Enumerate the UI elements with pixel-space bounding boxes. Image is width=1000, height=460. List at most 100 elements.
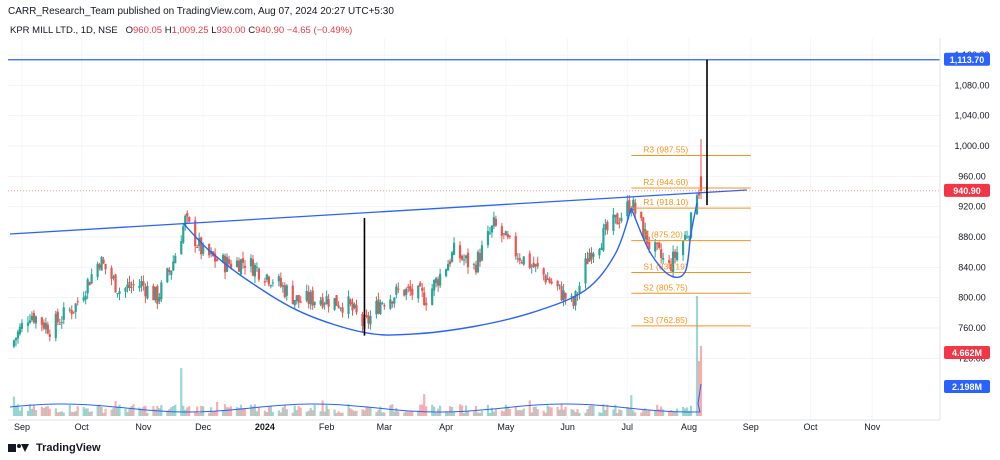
candle-body: [675, 252, 679, 261]
ohlc-change: −4.65 (−0.49%): [286, 25, 353, 36]
candle-body: [546, 278, 549, 280]
candle-body: [253, 264, 257, 277]
volume-bar: [558, 409, 561, 416]
volume-bar: [184, 409, 187, 416]
candle-body: [612, 214, 615, 231]
candle-body: [269, 285, 272, 287]
candle-body: [325, 296, 328, 304]
candle-body: [592, 253, 595, 257]
volume-bar: [58, 412, 61, 416]
volume-bar: [604, 410, 607, 416]
candle-body: [76, 301, 79, 303]
candle-body: [628, 200, 631, 214]
volume-bar: [182, 405, 185, 416]
candle-body: [450, 252, 454, 262]
candle-body: [458, 245, 462, 259]
candle-body: [267, 276, 270, 285]
candle-body: [658, 242, 661, 248]
candle-body: [689, 212, 693, 238]
volume-bar: [126, 412, 129, 416]
candle-body: [265, 274, 268, 280]
candle-body: [616, 213, 619, 225]
candle-body: [564, 293, 567, 299]
symbol-legend[interactable]: KPR MILL LTD., 1D, NSE O960.05 H1,009.25…: [10, 25, 352, 36]
candle-body: [70, 310, 73, 315]
volume-bar: [257, 407, 261, 416]
volume-bar: [297, 406, 300, 416]
volume-bar: [319, 411, 322, 416]
candlesticks: [12, 138, 703, 349]
time-tick-label: 2024: [255, 422, 275, 432]
candle-body: [516, 258, 519, 260]
volume-bar: [88, 411, 91, 416]
volume-bar: [18, 410, 22, 416]
price-tick-label: 1,000.00: [954, 141, 989, 151]
candle-body: [409, 286, 412, 292]
volume-bar: [128, 408, 131, 416]
time-tick-label: Oct: [75, 422, 90, 432]
volume-bar: [598, 412, 601, 416]
volume-bar: [299, 407, 302, 416]
candle-body: [699, 176, 703, 191]
candle-body: [425, 302, 428, 306]
candle-body: [500, 226, 503, 236]
volume-label-1: 4.662M: [952, 348, 982, 358]
volume-label-1-bg: [944, 346, 990, 359]
volume-bar: [534, 406, 537, 416]
candle-body: [534, 264, 537, 267]
volume-bar: [419, 404, 422, 416]
candle-body: [40, 317, 43, 325]
volume-bar: [544, 412, 547, 416]
candle-body: [542, 268, 545, 275]
candle-body: [572, 297, 575, 307]
candle-body: [562, 290, 565, 301]
tradingview-footer[interactable]: TradingView: [8, 442, 101, 454]
candle-body: [118, 291, 121, 294]
candle-body: [462, 259, 466, 261]
pivot-label: S2 (805.75): [643, 282, 688, 292]
volume-bar: [480, 410, 484, 416]
volume-bar: [648, 410, 651, 416]
candle-body: [574, 291, 577, 306]
candle-body: [674, 251, 677, 258]
volume-bar: [522, 408, 525, 416]
candle-body: [68, 309, 71, 311]
volume-bar: [243, 408, 247, 416]
candle-body: [307, 291, 310, 304]
time-tick-label: Jul: [622, 422, 634, 432]
volume-bar: [295, 410, 298, 416]
candle-body: [550, 281, 553, 284]
volume-bar: [271, 412, 274, 416]
volume-bar: [618, 409, 621, 416]
candle-body: [130, 286, 133, 288]
time-tick-label: Mar: [377, 422, 393, 432]
volume-bar: [267, 406, 270, 416]
handle-curve: [630, 202, 698, 279]
volume-bar: [307, 410, 310, 416]
volume-bar: [104, 408, 107, 416]
candle-body: [558, 284, 561, 286]
candle-body: [460, 255, 464, 260]
candle-body: [548, 278, 551, 283]
volume-bar: [96, 405, 99, 416]
candle-body: [614, 214, 617, 218]
candle-body: [466, 252, 470, 268]
volume-bar: [335, 412, 338, 416]
time-tick-label: Sep: [14, 422, 30, 432]
candle-body: [560, 286, 563, 301]
volume-bar: [82, 407, 85, 416]
target-price-badge: 1,113.70: [950, 55, 985, 65]
candle-body: [431, 288, 434, 305]
volume-bar: [138, 407, 141, 416]
candle-body: [156, 285, 159, 304]
candle-body: [72, 311, 75, 313]
volume-bar: [395, 407, 398, 416]
candle-body: [227, 259, 231, 264]
volume-bar: [391, 404, 394, 416]
candle-body: [446, 263, 450, 271]
volume-bar: [576, 409, 579, 416]
volume-bar: [514, 406, 517, 416]
volume-bar: [377, 409, 380, 416]
candle-body: [606, 221, 609, 231]
